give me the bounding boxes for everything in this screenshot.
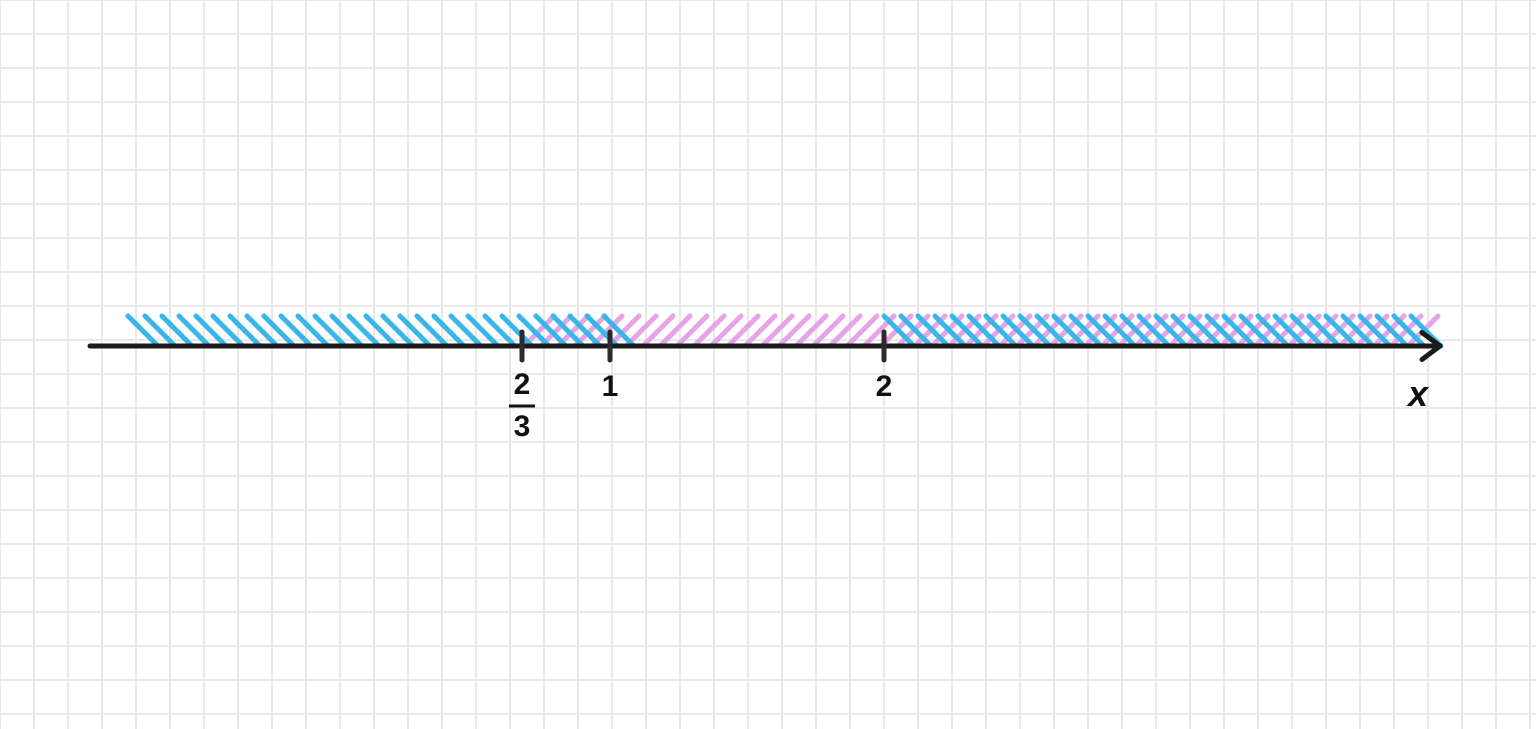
- tick-label-fraction-top: 2: [514, 368, 531, 401]
- tick-label-fraction-bottom: 3: [514, 410, 531, 443]
- axis-label-x: x: [1406, 373, 1430, 414]
- ticks: 2 3 1 2: [509, 332, 892, 443]
- grid: [0, 0, 1536, 729]
- tick-label: 1: [602, 370, 619, 403]
- tick-label: 2: [876, 370, 893, 403]
- number-line-diagram: x 2 3 1 2: [0, 0, 1536, 729]
